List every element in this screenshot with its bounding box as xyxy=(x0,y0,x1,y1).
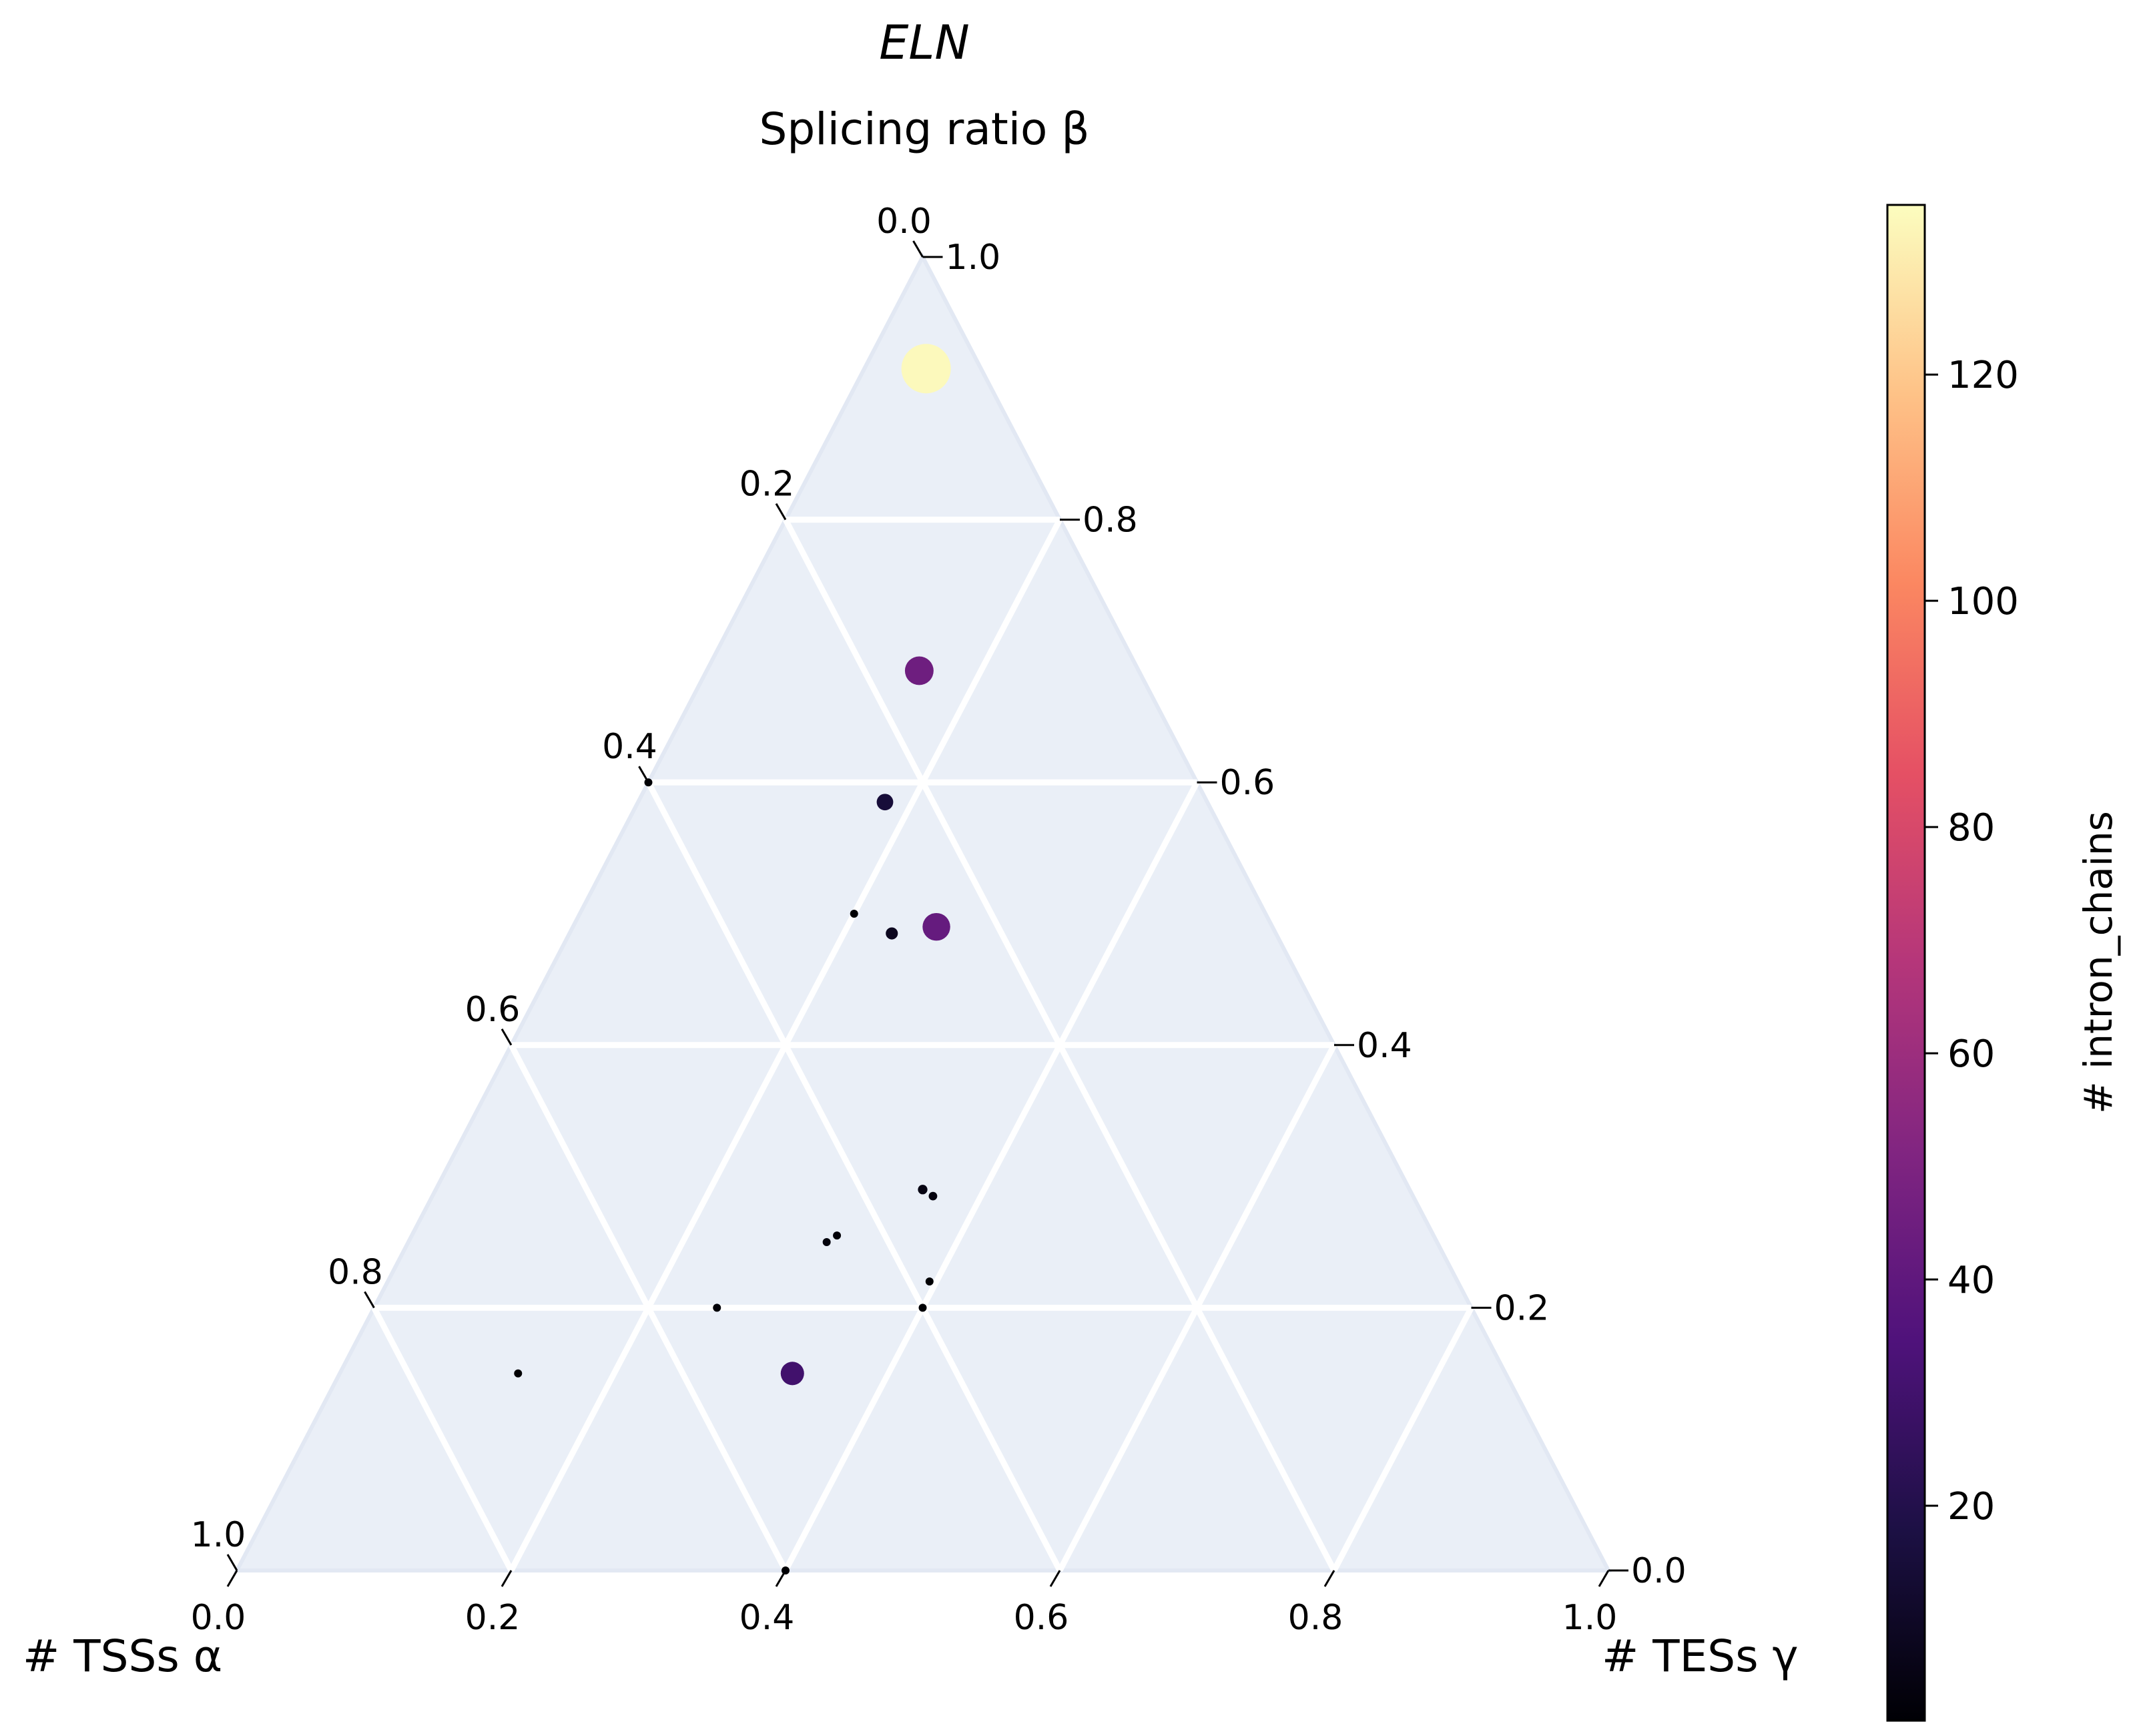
colorbar-label: # intron_chains xyxy=(2076,811,2121,1114)
grid-line-alpha xyxy=(371,1306,514,1572)
axis-ticks: 0.0 0.0 0.0 0.2 0.2 0.2 0.4 0.4 0.4 0.6 0.6 0.6 0.8 0… xyxy=(191,202,1687,1638)
colorbar-tick-label: 120 xyxy=(1947,354,2019,397)
bottom-tick xyxy=(1323,1570,1335,1587)
bottom-tick-label: 1.0 xyxy=(1562,1598,1618,1638)
colorbar-tick-label: 60 xyxy=(1947,1033,1995,1076)
right-axis-label: # TESs γ xyxy=(1602,1631,1799,1682)
right-tick-label: 0.2 xyxy=(1494,1288,1550,1328)
data-point xyxy=(780,1362,804,1386)
data-point xyxy=(886,927,898,940)
bottom-tick-label: 0.4 xyxy=(739,1598,795,1638)
left-tick xyxy=(912,240,924,258)
data-point xyxy=(713,1304,721,1312)
left-tick xyxy=(364,1291,375,1309)
grid-line-gamma xyxy=(1331,1306,1474,1572)
data-point xyxy=(904,656,934,685)
grid-lines xyxy=(371,517,1474,1572)
bottom-tick-label: 0.2 xyxy=(465,1598,521,1638)
left-tick xyxy=(501,1029,513,1046)
colorbar-tick-label: 20 xyxy=(1947,1485,1995,1528)
data-point xyxy=(918,1304,927,1312)
left-tick xyxy=(775,503,787,521)
data-point xyxy=(925,1277,934,1286)
bottom-tick xyxy=(226,1570,238,1587)
right-tick-label: 0.4 xyxy=(1357,1026,1412,1066)
colorbar-tick-label: 40 xyxy=(1947,1259,1995,1302)
colorbar-gradient xyxy=(1886,204,1926,1722)
chart-title: ELN xyxy=(879,15,970,70)
bottom-tick xyxy=(1049,1570,1061,1587)
top-axis-label: Splicing ratio β xyxy=(759,103,1089,155)
left-tick-label: 1.0 xyxy=(191,1515,246,1555)
data-point xyxy=(822,1238,831,1246)
bottom-tick-label: 0.0 xyxy=(191,1598,246,1638)
colorbar-tick-label: 80 xyxy=(1947,806,1995,850)
grid-line-alpha xyxy=(509,1043,788,1572)
data-point xyxy=(928,1191,938,1201)
ternary-background xyxy=(234,252,1612,1572)
left-tick-label: 0.6 xyxy=(465,990,521,1030)
right-tick-label: 0.0 xyxy=(1631,1551,1687,1591)
left-tick-label: 0.4 xyxy=(602,727,657,767)
left-axis-label: # TSSs α xyxy=(23,1631,222,1682)
grid-line-gamma xyxy=(783,781,1200,1572)
data-point xyxy=(922,912,950,941)
data-point xyxy=(833,1231,842,1240)
left-tick xyxy=(226,1554,238,1571)
right-tick-label: 0.8 xyxy=(1083,501,1138,541)
data-point xyxy=(782,1566,790,1574)
colorbar: 20 40 60 80 100 120 # intron_chains xyxy=(1886,204,2121,1722)
right-tick-label: 1.0 xyxy=(946,238,1001,278)
left-tick-label: 0.2 xyxy=(739,465,795,505)
data-point xyxy=(850,910,858,918)
bottom-tick-label: 0.6 xyxy=(1014,1598,1069,1638)
colorbar-tick-label: 100 xyxy=(1947,580,2019,623)
data-point xyxy=(918,1185,928,1195)
data-point xyxy=(901,344,951,394)
data-point xyxy=(644,778,653,787)
bottom-tick xyxy=(501,1570,513,1587)
bottom-tick xyxy=(1598,1570,1610,1587)
colorbar-ticks: 20 40 60 80 100 120 xyxy=(1925,354,2019,1528)
bottom-tick-label: 0.8 xyxy=(1288,1598,1343,1638)
left-tick-label: 0.8 xyxy=(328,1252,383,1292)
left-tick-label: 0.0 xyxy=(876,202,932,242)
grid-line-gamma xyxy=(1057,1043,1337,1572)
right-tick-label: 0.6 xyxy=(1220,763,1275,803)
data-point xyxy=(514,1369,523,1378)
data-point xyxy=(876,794,894,811)
data-points xyxy=(514,344,951,1574)
grid-line-alpha xyxy=(645,781,1062,1572)
